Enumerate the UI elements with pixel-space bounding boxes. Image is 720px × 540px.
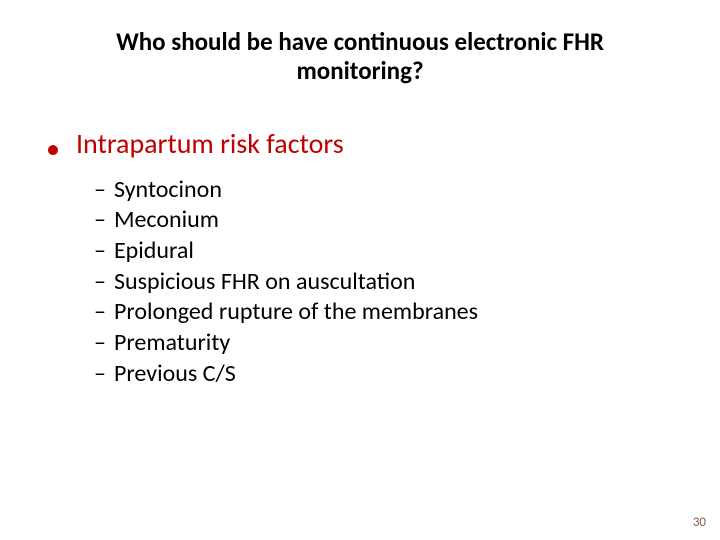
dash-icon: – xyxy=(94,267,106,298)
sub-bullet-text: Prolonged rupture of the membranes xyxy=(114,297,478,328)
sub-bullet-item: –Epidural xyxy=(94,236,684,267)
sub-bullet-text: Previous C/S xyxy=(114,359,236,390)
title-line-2: monitoring? xyxy=(296,55,423,86)
slide: Who should be have continuous electronic… xyxy=(0,0,720,540)
dash-icon: – xyxy=(94,175,106,206)
sub-bullet-item: –Previous C/S xyxy=(94,359,684,390)
main-bullet-text: Intrapartum risk factors xyxy=(76,126,344,161)
slide-title: Who should be have continuous electronic… xyxy=(66,28,654,86)
sub-bullet-text: Epidural xyxy=(114,236,194,267)
sub-bullet-text: Suspicious FHR on auscultation xyxy=(114,267,415,298)
dash-icon: – xyxy=(94,359,106,390)
sub-bullet-item: –Meconium xyxy=(94,205,684,236)
sub-bullet-text: Syntocinon xyxy=(114,175,222,206)
sub-bullet-item: –Suspicious FHR on auscultation xyxy=(94,267,684,298)
sub-bullet-item: –Syntocinon xyxy=(94,175,684,206)
dash-icon: – xyxy=(94,328,106,359)
dash-icon: – xyxy=(94,205,106,236)
sub-bullet-item: –Prematurity xyxy=(94,328,684,359)
sub-bullet-text: Prematurity xyxy=(114,328,230,359)
sub-bullet-text: Meconium xyxy=(114,205,219,236)
sub-bullet-list: –Syntocinon–Meconium–Epidural–Suspicious… xyxy=(94,175,684,390)
sub-bullet-item: –Prolonged rupture of the membranes xyxy=(94,297,684,328)
page-number: 30 xyxy=(693,515,706,530)
main-bullet: • Intrapartum risk factors xyxy=(46,126,684,161)
bullet-dot-icon: • xyxy=(46,135,60,163)
title-line-1: Who should be have continuous electronic… xyxy=(116,26,604,57)
dash-icon: – xyxy=(94,297,106,328)
dash-icon: – xyxy=(94,236,106,267)
